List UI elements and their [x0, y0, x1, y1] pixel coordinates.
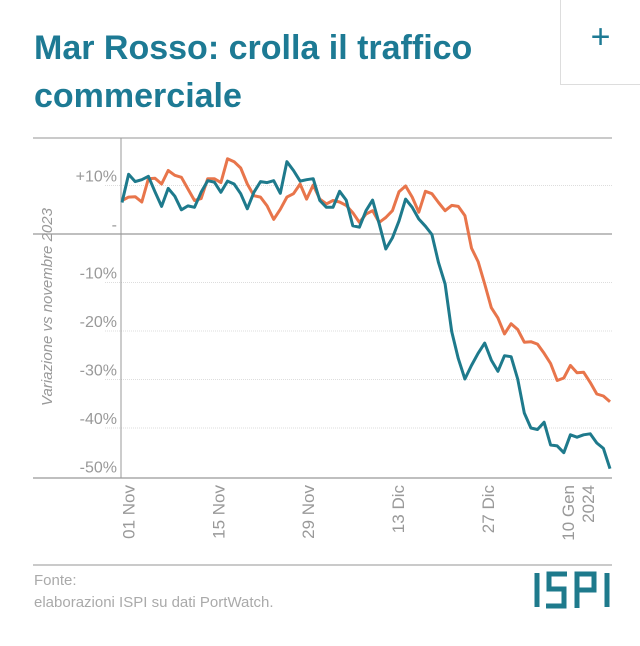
chart-title: Mar Rosso: crolla il traffico commercial…	[34, 29, 473, 115]
ispi-logo	[534, 571, 610, 609]
y-tick-label: -50%	[80, 460, 117, 477]
x-tick-label-year: 2024	[579, 485, 598, 523]
series-line-teal	[120, 160, 612, 470]
y-tick-label: -40%	[80, 411, 117, 428]
x-tick-label: 29 Nov	[299, 485, 318, 539]
y-tick-label: -10%	[80, 266, 117, 283]
x-tick-label: 01 Nov	[119, 485, 138, 539]
x-tick-label: 27 Dic	[479, 485, 498, 534]
gridlines	[33, 185, 612, 429]
y-tick-label: -20%	[80, 314, 117, 331]
x-tick-label: 15 Nov	[209, 485, 228, 539]
x-tick-label: 10 Gen	[559, 485, 578, 541]
y-axis-label: Variazione vs novembre 2023	[39, 207, 56, 406]
source-label: Fonte:	[34, 572, 77, 589]
plus-icon: +	[590, 18, 611, 56]
y-tick-label: +10%	[76, 169, 117, 186]
series-lines	[120, 157, 612, 470]
y-tick-label: -	[112, 217, 117, 234]
x-tick-labels: 01 Nov 15 Nov 29 Nov 13 Dic 27 Dic 10 Gen 2024	[119, 485, 597, 541]
x-tick-label: 13 Dic	[389, 485, 408, 534]
source-text: elaborazioni ISPI su dati PortWatch.	[34, 594, 274, 611]
y-tick-labels: +10% - -10% -20% -30% -40% -50%	[76, 169, 117, 477]
series-line-orange	[121, 157, 611, 403]
y-tick-label: -30%	[80, 363, 117, 380]
expand-button[interactable]: +	[560, 0, 640, 85]
